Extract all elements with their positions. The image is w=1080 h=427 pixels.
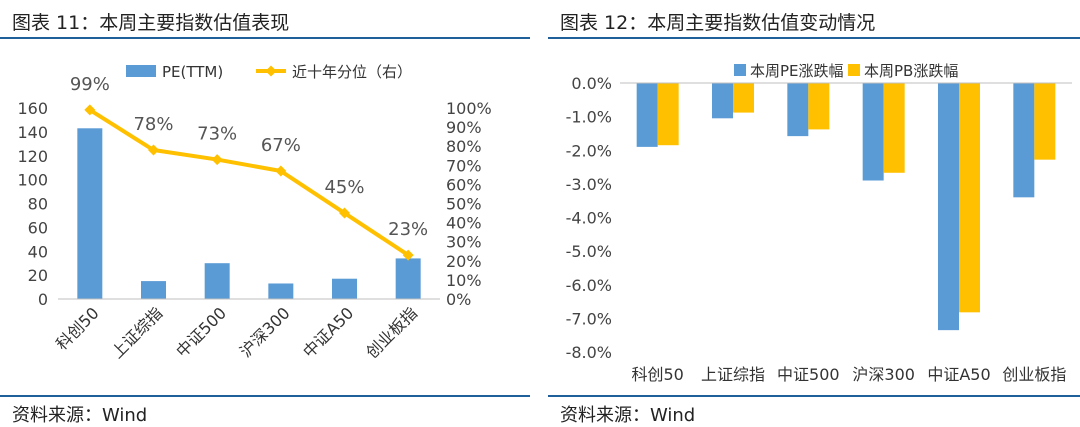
percentile-marker (339, 207, 350, 219)
percentile-data-label: 99% (70, 74, 110, 95)
percentile-data-label: 23% (388, 219, 428, 240)
legend-label-pe: PE(TTM) (162, 63, 223, 81)
pe-change-bar (862, 83, 884, 181)
y-tick-label: -6.0% (566, 276, 612, 295)
right-y-tick-label: 10% (446, 271, 482, 290)
right-source-note: 资料来源：Wind (560, 405, 696, 426)
left-panel: 图表 11：本周主要指数估值表现 0 20 40 60 80 100 120 140 160 0%… (0, 0, 530, 427)
right-y-tick-label: 50% (446, 195, 482, 214)
left-top-rule (0, 37, 530, 39)
x-category-label: 科创50 (52, 303, 102, 353)
percentile-data-label: 73% (197, 124, 237, 145)
right-y-tick-label: 70% (446, 156, 482, 175)
x-category-label: 科创50 (631, 365, 683, 384)
pb-change-bar (808, 83, 830, 130)
left-y-tick-label: 160 (17, 99, 48, 118)
percentile-marker (84, 104, 96, 116)
legend-swatch-pe (126, 65, 156, 77)
left-y-tick-label: 20 (28, 266, 48, 285)
x-category-label: 中证500 (172, 303, 230, 361)
right-chart-title: 图表 12：本周主要指数估值变动情况 (560, 12, 876, 34)
pe-bar (77, 128, 103, 299)
left-y-tick-label: 60 (28, 218, 48, 237)
y-tick-label: -2.0% (566, 141, 612, 160)
legend-swatch-pe (734, 64, 746, 76)
left-source-note: 资料来源：Wind (12, 405, 148, 426)
pe-bar (395, 258, 421, 299)
pe-bar (141, 281, 166, 299)
right-top-rule (548, 37, 1080, 39)
pb-change-bar (883, 83, 905, 173)
right-y-tick-label: 80% (446, 137, 482, 156)
x-category-label: 创业板指 (1002, 365, 1066, 384)
percentile-marker (275, 165, 287, 177)
right-y-tick-label: 90% (446, 118, 482, 137)
right-y-tick-label: 30% (446, 233, 482, 252)
left-y-tick-label: 100 (17, 171, 48, 190)
legend-label-pb: 本周PB涨跌幅 (864, 62, 958, 80)
y-tick-label: -7.0% (566, 309, 612, 328)
pe-bar (332, 278, 357, 299)
pe-change-bar (636, 83, 658, 147)
pb-change-bar (733, 83, 754, 113)
x-category-label: 沪深300 (236, 303, 294, 361)
percentile-marker (148, 144, 159, 156)
left-chart: 0 20 40 60 80 100 120 140 160 0%10%20%30%40%50%60… (17, 63, 492, 362)
x-category-label: 中证A50 (927, 365, 990, 384)
left-y-tick-label: 0 (38, 290, 48, 309)
pe-change-bar (1013, 83, 1035, 198)
y-tick-label: -8.0% (566, 343, 612, 362)
right-y-tick-label: 60% (446, 175, 482, 194)
pe-bar (204, 263, 230, 299)
left-y-tick-label: 140 (17, 123, 48, 142)
percentile-marker (402, 249, 414, 261)
percentile-line (88, 108, 410, 257)
percentile-data-label: 78% (133, 114, 173, 135)
right-y-tick-label: 40% (446, 214, 482, 233)
pb-change-bar (1034, 83, 1056, 160)
left-y-tick-label: 120 (17, 147, 48, 166)
legend: PE(TTM) 近十年分位（右） (126, 63, 412, 81)
x-category-label: 沪深300 (852, 365, 915, 384)
right-panel: 图表 12：本周主要指数估值变动情况 0.0% -1.0% -2.0% -3.0% -4… (548, 0, 1080, 427)
legend: 本周PE涨跌幅 本周PB涨跌幅 (734, 62, 958, 80)
pe-bar (268, 283, 294, 299)
right-bottom-rule (548, 395, 1080, 397)
x-category-label: 创业板指 (362, 303, 421, 362)
left-bottom-rule (0, 395, 530, 397)
pe-change-bar (712, 83, 733, 119)
y-tick-label: 0.0% (571, 74, 612, 93)
percentile-marker (211, 154, 223, 166)
percentile-data-label: 45% (324, 177, 364, 198)
percentile-data-label: 67% (261, 135, 301, 156)
pb-change-bar (959, 83, 980, 313)
x-category-label: 上证综指 (701, 365, 765, 384)
right-chart: 0.0% -1.0% -2.0% -3.0% -4.0% -5.0% -6.0% -7.0% -… (566, 62, 1072, 384)
x-category-label: 中证A50 (299, 303, 357, 361)
y-tick-label: -5.0% (566, 242, 612, 261)
pe-change-bar (938, 83, 959, 331)
y-tick-label: -4.0% (566, 209, 612, 228)
legend-label-pe: 本周PE涨跌幅 (750, 62, 844, 80)
legend-swatch-pb (848, 64, 860, 76)
y-tick-label: -3.0% (566, 175, 612, 194)
pb-change-bar (657, 83, 679, 146)
right-y-tick-label: 100% (446, 99, 492, 118)
left-y-tick-label: 80 (28, 195, 48, 214)
right-y-tick-label: 0% (446, 290, 471, 309)
left-y-tick-label: 40 (28, 242, 48, 261)
right-y-tick-label: 20% (446, 252, 482, 271)
legend-label-percentile: 近十年分位（右） (292, 63, 412, 81)
legend-marker-percentile (265, 65, 277, 77)
left-chart-title: 图表 11：本周主要指数估值表现 (12, 12, 290, 34)
x-category-label: 上证综指 (108, 303, 167, 362)
x-category-label: 中证500 (777, 365, 840, 384)
y-tick-label: -1.0% (566, 108, 612, 127)
pe-change-bar (787, 83, 809, 137)
